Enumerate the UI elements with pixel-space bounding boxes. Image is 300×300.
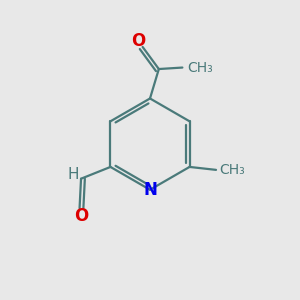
Text: N: N: [143, 181, 157, 199]
Text: CH₃: CH₃: [187, 61, 213, 75]
Text: O: O: [74, 207, 88, 225]
Text: H: H: [68, 167, 80, 182]
Text: O: O: [131, 32, 145, 50]
Text: CH₃: CH₃: [219, 163, 245, 177]
